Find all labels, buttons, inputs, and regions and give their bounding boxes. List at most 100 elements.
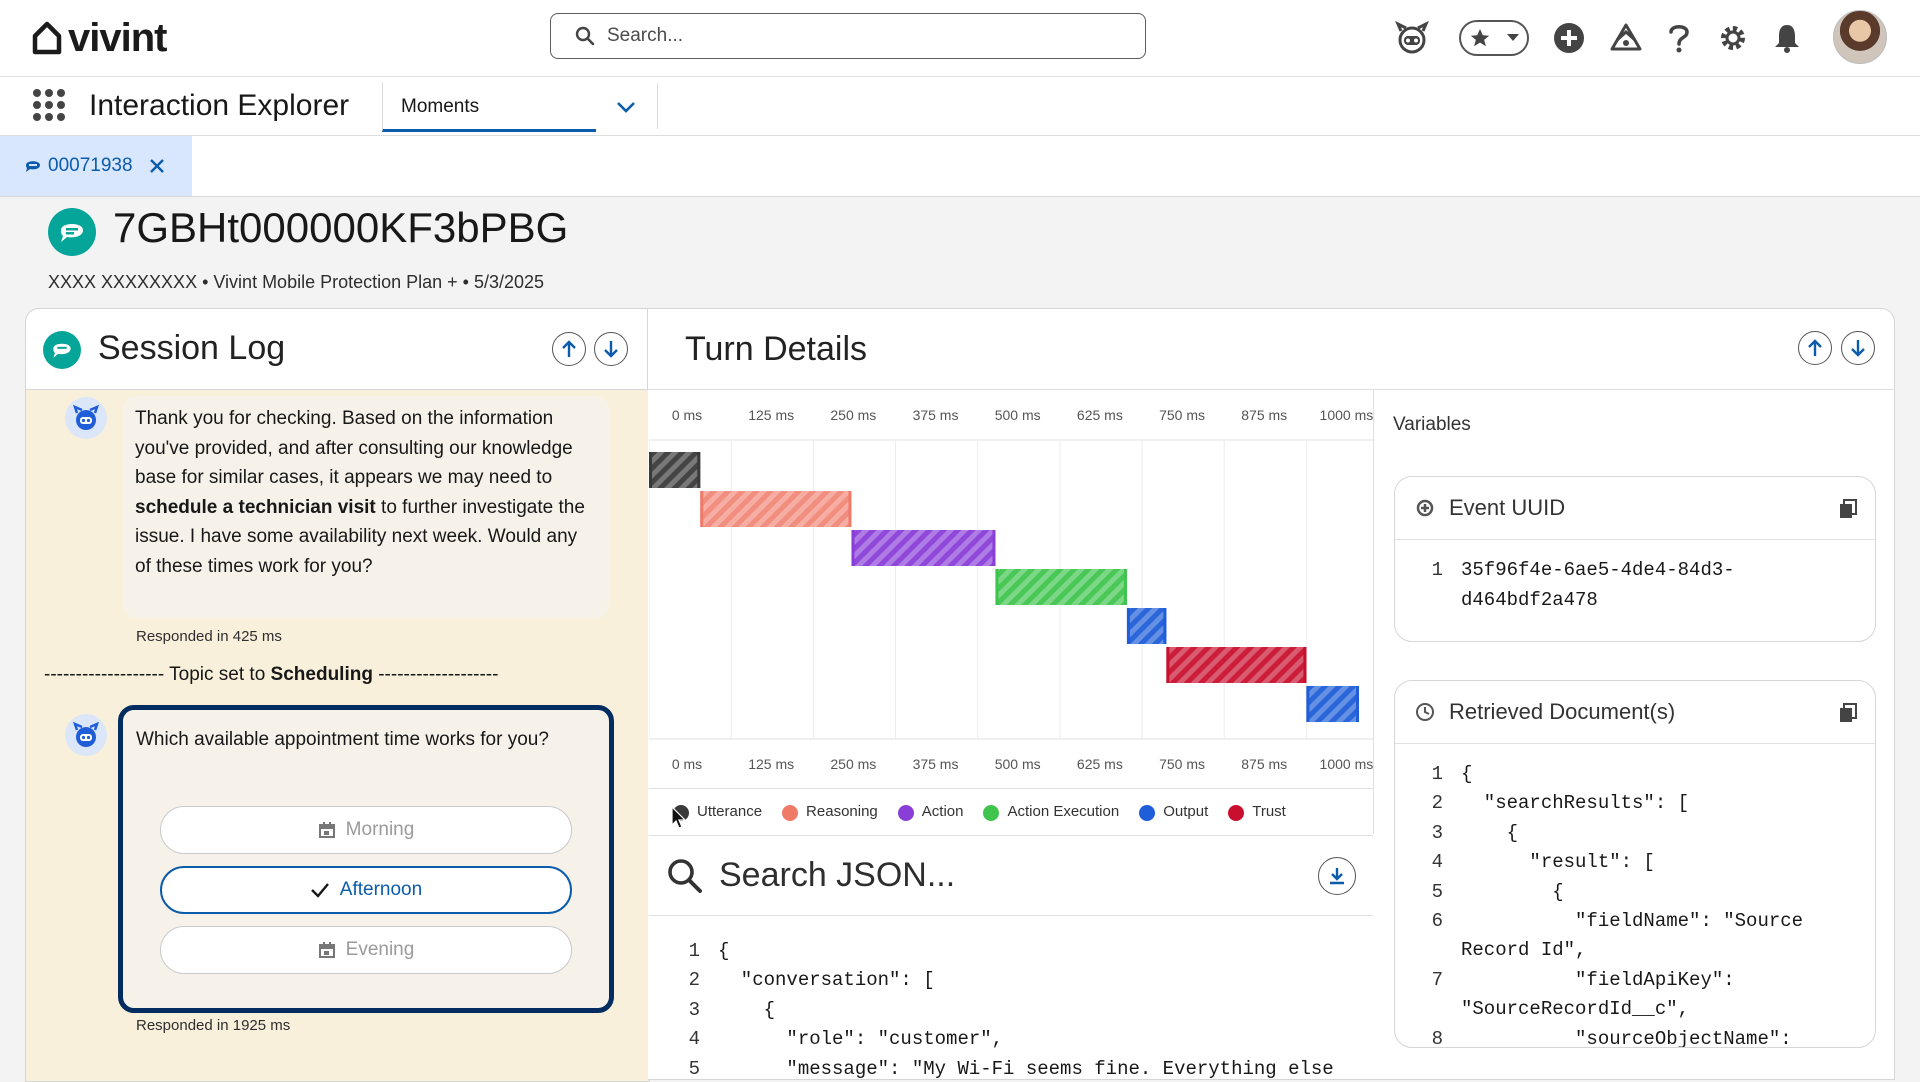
record-subtitle: XXXX XXXXXXXX • Vivint Mobile Protection… <box>48 272 545 292</box>
workspace-tab-record[interactable]: 00071938 <box>0 136 192 196</box>
line-number: 8 <box>1431 1027 1443 1048</box>
timeline-bar-hatch <box>1126 608 1167 644</box>
record-type-icon <box>48 208 96 256</box>
add-icon[interactable] <box>1550 18 1588 58</box>
code-line: 4 "result": [ <box>1413 848 1875 877</box>
global-search-input[interactable]: Search... <box>550 13 1146 59</box>
x-tick-label: 1000 ms <box>1320 756 1373 772</box>
copy-icon[interactable] <box>1839 703 1857 723</box>
setup-gear-icon[interactable] <box>1714 18 1752 58</box>
choice-question: Which available appointment time works f… <box>136 729 549 750</box>
session-log-title: Session Log <box>98 329 286 367</box>
line-number: 3 <box>1431 821 1443 844</box>
legend-swatch <box>1228 804 1245 821</box>
legend-item-action-execution[interactable]: Action Execution <box>983 803 1119 821</box>
code-line: 1{ <box>670 937 1370 966</box>
download-icon <box>1330 868 1344 885</box>
agent-bot-avatar <box>65 714 107 756</box>
line-number: 6 <box>1431 910 1443 933</box>
workspace-tab-bar <box>0 136 1920 197</box>
session-log-icon <box>43 331 81 369</box>
app-launcher-icon[interactable] <box>32 88 66 122</box>
x-tick-label: 500 ms <box>995 407 1041 423</box>
legend-swatch <box>897 804 914 821</box>
workspace-tab-label: 00071938 <box>48 155 133 176</box>
checkmark-icon <box>310 883 329 898</box>
favorites-button[interactable] <box>1457 18 1531 58</box>
response-time: Responded in 1925 ms <box>136 1017 291 1034</box>
agent-bot-avatar <box>65 397 107 439</box>
line-number: 5 <box>1431 880 1443 903</box>
mouse-cursor <box>671 806 687 829</box>
legend-item-trust[interactable]: Trust <box>1228 803 1286 821</box>
legend-swatch <box>782 804 799 821</box>
record-title: 7GBHt000000KF3bPBG <box>113 204 569 251</box>
trailhead-icon[interactable] <box>1607 18 1645 58</box>
x-tick-label: 125 ms <box>748 407 794 423</box>
user-avatar[interactable] <box>1833 10 1887 64</box>
legend-item-action[interactable]: Action <box>897 803 964 821</box>
code-line: "SourceRecordId__c", <box>1413 995 1875 1024</box>
variables-title: Variables <box>1393 414 1471 435</box>
line-number: 2 <box>1431 792 1443 815</box>
code-line: 5 { <box>1413 878 1875 907</box>
code-text: "conversation": [ <box>718 969 935 992</box>
legend-label: Action <box>921 803 964 821</box>
line-number: 1 <box>1431 559 1443 581</box>
topic-divider: ------------------- Topic set to Schedul… <box>44 664 636 686</box>
vivint-logo[interactable]: vivint <box>32 16 167 60</box>
legend-item-reasoning[interactable]: Reasoning <box>782 803 878 821</box>
choice-afternoon-button[interactable]: Afternoon <box>160 866 572 914</box>
calendar-icon <box>318 942 335 958</box>
json-code-viewer[interactable]: 1{2 "conversation": [3 {4 "role": "custo… <box>670 937 1370 1080</box>
help-icon[interactable] <box>1660 18 1698 58</box>
topic-dashes-right: ------------------- <box>378 664 499 685</box>
notifications-bell-icon[interactable] <box>1768 18 1806 58</box>
turn-down-button[interactable] <box>1841 331 1875 365</box>
agent-message-bubble: Thank you for checking. Based on the inf… <box>123 396 609 618</box>
code-text: "fieldName": "Source <box>1461 910 1804 933</box>
message-text: Thank you for checking. Based on the inf… <box>135 408 573 488</box>
choice-evening-button[interactable]: Evening <box>160 926 572 974</box>
line-number: 1 <box>1431 763 1443 785</box>
nav-tab-moments[interactable]: Moments <box>382 82 596 132</box>
json-search-input[interactable]: Search JSON... <box>649 836 1373 916</box>
event-uuid-card: Event UUID 1 35f96f4e-6ae5-4de4-84d3- d464… <box>1394 476 1876 642</box>
choice-morning-button[interactable]: Morning <box>160 806 572 854</box>
scroll-down-button[interactable] <box>594 332 628 366</box>
code-text: "SourceRecordId__c", <box>1461 998 1690 1021</box>
code-text: { <box>718 940 730 962</box>
copy-icon[interactable] <box>1839 499 1857 519</box>
x-tick-label: 875 ms <box>1241 756 1287 772</box>
chevron-down-icon[interactable] <box>606 92 646 122</box>
timeline-legend: Utterance Reasoning Action Action Execution… <box>649 788 1373 836</box>
code-text: "result": [ <box>1461 851 1655 874</box>
star-icon <box>1470 28 1489 47</box>
legend-label: Utterance <box>697 803 763 821</box>
code-line: 2 "conversation": [ <box>670 966 1370 995</box>
arrow-down-icon <box>1851 340 1865 357</box>
message-text-continued: to further investigate the issue. I have… <box>135 496 585 577</box>
code-text: "sourceObjectName": <box>1461 1027 1792 1048</box>
code-line: 1{ <box>1413 760 1875 789</box>
json-search-placeholder: Search JSON... <box>719 856 956 894</box>
bot-icon <box>73 722 99 747</box>
retrieved-documents-code[interactable]: 1{2 "searchResults": [3 {4 "result": [5 … <box>1395 744 1875 1048</box>
einstein-agent-icon[interactable] <box>1392 18 1432 58</box>
scroll-up-button[interactable] <box>552 332 586 366</box>
legend-item-output[interactable]: Output <box>1139 803 1208 821</box>
nav-divider <box>657 83 658 129</box>
calendar-icon <box>318 822 335 838</box>
x-tick-label: 750 ms <box>1159 756 1205 772</box>
code-text: 35f96f4e-6ae5-4de4-84d3- <box>1461 559 1735 581</box>
code-text: "message": "My Wi-Fi seems fine. Everyth… <box>718 1057 1334 1080</box>
arrow-down-icon <box>604 341 618 358</box>
event-icon <box>1416 499 1434 517</box>
close-icon[interactable] <box>149 158 165 174</box>
download-json-button[interactable] <box>1318 857 1356 895</box>
turn-up-button[interactable] <box>1798 331 1832 365</box>
line-number: 4 <box>688 1028 700 1051</box>
event-uuid-code[interactable]: 1 35f96f4e-6ae5-4de4-84d3- d464bdf2a478 <box>1395 540 1875 615</box>
search-icon <box>575 26 595 46</box>
x-tick-label: 375 ms <box>913 756 959 772</box>
